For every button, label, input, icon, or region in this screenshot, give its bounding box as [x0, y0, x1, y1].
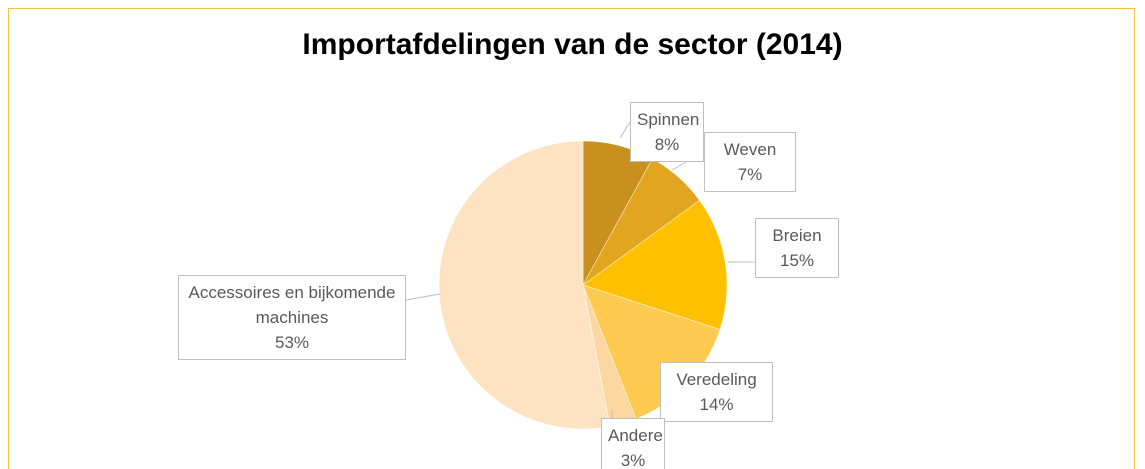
leader-line: [619, 121, 631, 139]
data-label: Spinnen 8%: [630, 102, 704, 162]
chart-title: Importafdelingen van de sector (2014): [302, 28, 843, 61]
data-label: Weven 7%: [704, 132, 796, 192]
label-category: Weven: [723, 140, 777, 159]
label-category: Accessoires en bijkomende machines: [188, 283, 396, 327]
data-label: Breien 15%: [755, 218, 839, 278]
label-category: Andere: [608, 426, 663, 445]
label-category: Spinnen: [637, 110, 700, 129]
label-value: 7%: [737, 165, 763, 184]
chart-frame: [8, 8, 1135, 469]
pie-slice: [438, 140, 611, 430]
leader-line: [405, 293, 441, 301]
pie-slice: [582, 200, 728, 330]
label-category: Veredeling: [676, 370, 757, 389]
data-label: Accessoires en bijkomende machines 53%: [178, 275, 406, 360]
label-value: 14%: [699, 395, 734, 414]
label-value: 53%: [274, 333, 310, 352]
label-category: Breien: [772, 226, 822, 245]
label-value: 8%: [654, 135, 680, 154]
data-label: Veredeling 14%: [660, 362, 773, 422]
label-value: 15%: [779, 251, 815, 270]
data-label: Andere 3%: [601, 418, 665, 469]
label-value: 3%: [620, 451, 646, 469]
